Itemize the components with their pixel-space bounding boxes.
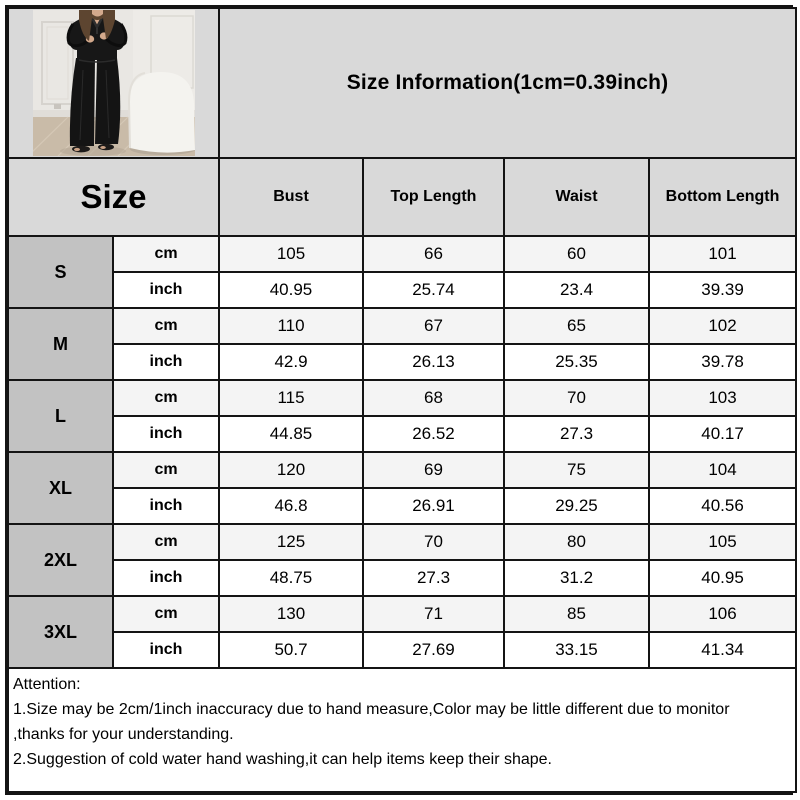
column-header-bust: Bust [218, 157, 364, 237]
table-row: M cm 110 67 65 102 [7, 307, 798, 381]
measurement-value: 85 [503, 595, 650, 633]
measurement-value: 71 [362, 595, 505, 633]
size-label: 2XL [7, 523, 114, 597]
measurement-value: 75 [503, 451, 650, 489]
measurement-value: 33.15 [503, 631, 650, 669]
unit-label-inch: inch [112, 559, 220, 597]
table-row: inch 40.95 25.74 23.4 39.39 [8, 271, 798, 309]
table-row: inch 42.9 26.13 25.35 39.78 [8, 343, 798, 381]
measurement-value: 103 [647, 379, 798, 417]
measurement-value: 65 [503, 307, 650, 345]
measurement-value: 50.7 [218, 631, 364, 669]
measurement-value: 26.13 [362, 343, 505, 381]
measurement-value: 42.9 [218, 343, 364, 381]
measurement-value: 80 [503, 523, 650, 561]
unit-label-inch: inch [112, 343, 220, 381]
column-header-waist: Waist [503, 157, 650, 237]
size-label: S [7, 235, 114, 309]
table-row: 2XL cm 125 70 80 105 [7, 523, 798, 597]
unit-label-cm: cm [112, 307, 220, 345]
measurement-value: 27.3 [362, 559, 505, 597]
unit-label-inch: inch [112, 631, 220, 669]
unit-label-inch: inch [112, 487, 220, 525]
measurement-value: 120 [218, 451, 364, 489]
column-header-top-length: Top Length [362, 157, 505, 237]
table-row: 3XL cm 130 71 85 106 [7, 595, 798, 669]
attention-line: 2.Suggestion of cold water hand washing,… [13, 751, 552, 768]
measurement-value: 105 [647, 523, 798, 561]
attention-row: Attention: 1.Size may be 2cm/1inch inacc… [6, 667, 798, 793]
measurement-value: 70 [503, 379, 650, 417]
unit-label-cm: cm [112, 235, 220, 273]
attention-note: Attention: 1.Size may be 2cm/1inch inacc… [6, 667, 798, 793]
measurement-value: 41.34 [647, 631, 798, 669]
measurement-value: 40.56 [647, 487, 798, 525]
measurement-value: 106 [647, 595, 798, 633]
size-label: L [7, 379, 114, 453]
product-photo-cell [7, 7, 220, 159]
attention-heading: Attention: [13, 676, 81, 693]
measurement-value: 31.2 [503, 559, 650, 597]
size-information-table: Size Information(1cm=0.39inch) Size Bust… [6, 7, 798, 793]
measurement-value: 39.78 [647, 343, 798, 381]
column-header-bottom-length: Bottom Length [647, 157, 798, 237]
measurement-value: 101 [647, 235, 798, 273]
measurement-value: 68 [362, 379, 505, 417]
table-row: S cm 105 66 60 101 [7, 235, 798, 309]
table-row: L cm 115 68 70 103 [7, 379, 798, 453]
size-label: 3XL [7, 595, 114, 669]
unit-label-cm: cm [112, 451, 220, 489]
measurement-value: 104 [647, 451, 798, 489]
measurement-value: 67 [362, 307, 505, 345]
size-label: M [7, 307, 114, 381]
table-row: inch 50.7 27.69 33.15 41.34 [8, 631, 798, 669]
attention-line: 1.Size may be 2cm/1inch inaccuracy due t… [13, 701, 730, 718]
size-info-title: Size Information(1cm=0.39inch) [217, 7, 798, 159]
measurement-value: 26.91 [362, 487, 505, 525]
unit-label-inch: inch [112, 415, 220, 453]
measurement-value: 23.4 [503, 271, 650, 309]
header-row: Size Bust Top Length Waist Bottom Length [7, 157, 798, 237]
size-column-header: Size [7, 157, 220, 237]
measurement-value: 26.52 [362, 415, 505, 453]
size-label: XL [7, 451, 114, 525]
measurement-value: 110 [218, 307, 364, 345]
measurement-value: 25.74 [362, 271, 505, 309]
measurement-value: 60 [503, 235, 650, 273]
measurement-value: 40.95 [218, 271, 364, 309]
measurement-value: 25.35 [503, 343, 650, 381]
measurement-value: 130 [218, 595, 364, 633]
size-chart-sheet: Size Information(1cm=0.39inch) Size Bust… [5, 5, 798, 795]
measurement-value: 69 [362, 451, 505, 489]
top-row: Size Information(1cm=0.39inch) [7, 7, 798, 159]
table-row: inch 48.75 27.3 31.2 40.95 [8, 559, 798, 597]
measurement-value: 44.85 [218, 415, 364, 453]
unit-label-cm: cm [112, 523, 220, 561]
table-row: inch 44.85 26.52 27.3 40.17 [8, 415, 798, 453]
measurement-value: 66 [362, 235, 505, 273]
measurement-value: 115 [218, 379, 364, 417]
measurement-value: 40.95 [647, 559, 798, 597]
measurement-value: 125 [218, 523, 364, 561]
table-row: inch 46.8 26.91 29.25 40.56 [8, 487, 798, 525]
measurement-value: 102 [647, 307, 798, 345]
measurement-value: 40.17 [647, 415, 798, 453]
product-photo [32, 10, 195, 156]
measurement-value: 46.8 [218, 487, 364, 525]
unit-label-inch: inch [112, 271, 220, 309]
measurement-value: 48.75 [218, 559, 364, 597]
attention-line: ,thanks for your understanding. [13, 726, 234, 743]
measurement-value: 105 [218, 235, 364, 273]
table-row: XL cm 120 69 75 104 [7, 451, 798, 525]
unit-label-cm: cm [112, 595, 220, 633]
measurement-value: 27.69 [362, 631, 505, 669]
unit-label-cm: cm [112, 379, 220, 417]
measurement-value: 27.3 [503, 415, 650, 453]
measurement-value: 70 [362, 523, 505, 561]
measurement-value: 29.25 [503, 487, 650, 525]
measurement-value: 39.39 [647, 271, 798, 309]
